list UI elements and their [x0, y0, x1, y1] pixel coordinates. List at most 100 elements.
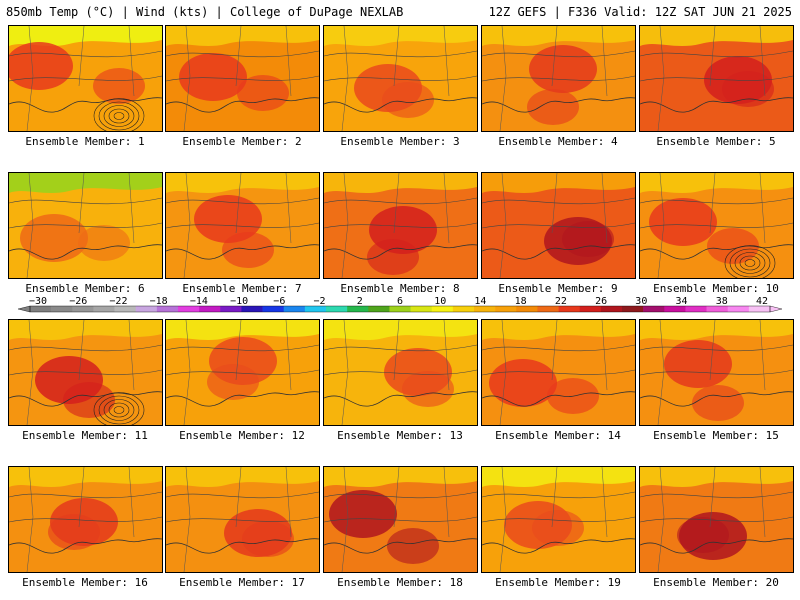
ensemble-member-label: Ensemble Member: 11: [22, 429, 148, 442]
ensemble-member-label: Ensemble Member: 6: [25, 282, 145, 295]
ensemble-member-map: [323, 172, 478, 279]
colorbar-graphic: −30 −26 −22 −18 −14 −10 −6 −2 2 6 10 14 18 22 26 30 34 38…: [17, 296, 783, 313]
colorbar-segment: [410, 306, 433, 312]
ensemble-member-label: Ensemble Member: 18: [337, 576, 463, 589]
ensemble-member-label: Ensemble Member: 13: [337, 429, 463, 442]
colorbar-tick-label: −22: [109, 296, 127, 307]
ensemble-member-label: Ensemble Member: 15: [653, 429, 779, 442]
temperature-field: [324, 320, 477, 425]
ensemble-member-map: [639, 466, 794, 573]
colorbar-tick-label: 14: [474, 296, 486, 307]
colorbar-segment: [178, 306, 200, 312]
temperature-field: [166, 173, 319, 278]
ensemble-member-label: Ensemble Member: 1: [25, 135, 145, 148]
temperature-field: [482, 467, 635, 572]
colorbar-tick-label: 2: [357, 296, 363, 307]
colorbar-segment: [135, 306, 158, 312]
colorbar-tick-label: 42: [756, 296, 768, 307]
colorbar-segment: [114, 306, 137, 312]
temperature-field: [324, 26, 477, 131]
colorbar-segment: [72, 306, 94, 312]
colorbar-segment: [685, 306, 707, 312]
colorbar-segment: [262, 306, 285, 312]
colorbar-tick-label: −18: [150, 296, 168, 307]
temperature-colorbar: −30 −26 −22 −18 −14 −10 −6 −2 2 6 10 14 18 22 26 30 34 38…: [0, 296, 800, 318]
ensemble-member-label: Ensemble Member: 9: [498, 282, 618, 295]
temperature-field: [324, 173, 477, 278]
ensemble-member-label: Ensemble Member: 8: [340, 282, 460, 295]
colorbar-tick-label: −6: [273, 296, 285, 307]
colorbar-segment: [326, 306, 348, 312]
ensemble-member-map: [481, 319, 636, 426]
ensemble-member-map: [165, 172, 320, 279]
colorbar-segment: [664, 306, 686, 312]
model-valid-time: 12Z GEFS | F336 Valid: 12Z SAT JUN 21 20…: [488, 5, 792, 19]
colorbar-segment: [220, 306, 242, 312]
colorbar-tick-label: −26: [69, 296, 87, 307]
colorbar-segment: [156, 306, 179, 312]
colorbar-tick-label: 6: [397, 296, 403, 307]
ensemble-member-map: [481, 466, 636, 573]
colorbar-tick-label: −10: [230, 296, 248, 307]
temperature-field: [166, 26, 319, 131]
ensemble-member-map: [481, 172, 636, 279]
colorbar-tick-label: 38: [716, 296, 728, 307]
colorbar-segment: [558, 306, 581, 312]
colorbar-tick-label: 22: [555, 296, 567, 307]
temperature-field: [324, 467, 477, 572]
colorbar-segment: [495, 306, 517, 312]
temperature-field: [482, 173, 635, 278]
ensemble-member-label: Ensemble Member: 19: [495, 576, 621, 589]
colorbar-segment: [727, 306, 750, 312]
ensemble-member-label: Ensemble Member: 12: [179, 429, 305, 442]
colorbar-segment: [622, 306, 644, 312]
colorbar-segment: [199, 306, 221, 312]
ensemble-member-label: Ensemble Member: 17: [179, 576, 305, 589]
ensemble-member-map: [8, 25, 163, 132]
temperature-field: [640, 467, 793, 572]
colorbar-segment: [241, 306, 263, 312]
temperature-field: [9, 173, 162, 278]
ensemble-member-label: Ensemble Member: 14: [495, 429, 621, 442]
colorbar-tick-label: −30: [29, 296, 47, 307]
colorbar-segment: [474, 306, 496, 312]
colorbar-segment: [389, 306, 411, 312]
colorbar-tick-label: 34: [676, 296, 688, 307]
temperature-field: [166, 320, 319, 425]
temperature-field: [640, 173, 793, 278]
colorbar-segment: [516, 306, 538, 312]
ensemble-member-label: Ensemble Member: 3: [340, 135, 460, 148]
temperature-field: [640, 26, 793, 131]
ensemble-member-map: [481, 25, 636, 132]
ensemble-member-map: [323, 466, 478, 573]
ensemble-member-label: Ensemble Member: 5: [656, 135, 776, 148]
ensemble-member-map: [8, 172, 163, 279]
ensemble-member-label: Ensemble Member: 2: [182, 135, 302, 148]
ensemble-member-label: Ensemble Member: 4: [498, 135, 618, 148]
colorbar-segment: [748, 306, 771, 312]
temperature-field: [482, 320, 635, 425]
colorbar-segment: [30, 306, 52, 312]
temperature-field: [482, 26, 635, 131]
colorbar-tick-label: 30: [635, 296, 647, 307]
colorbar-tick-label: −14: [190, 296, 208, 307]
ensemble-member-label: Ensemble Member: 7: [182, 282, 302, 295]
colorbar-segment: [304, 306, 327, 312]
ensemble-member-label: Ensemble Member: 10: [653, 282, 779, 295]
colorbar-segment: [347, 306, 369, 312]
ensemble-member-label: Ensemble Member: 16: [22, 576, 148, 589]
temperature-field: [640, 320, 793, 425]
colorbar-segment: [283, 306, 306, 312]
ensemble-member-label: Ensemble Member: 20: [653, 576, 779, 589]
ensemble-member-map: [639, 25, 794, 132]
ensemble-member-map: [165, 319, 320, 426]
colorbar-segment: [600, 306, 623, 312]
ensemble-member-map: [165, 466, 320, 573]
ensemble-member-map: [639, 172, 794, 279]
colorbar-segment: [51, 306, 73, 312]
temperature-field: [9, 467, 162, 572]
temperature-field: [9, 320, 162, 425]
colorbar-tick-label: 18: [515, 296, 527, 307]
temperature-field: [9, 26, 162, 131]
map-title: 850mb Temp (°C) | Wind (kts) | College o…: [6, 5, 404, 19]
